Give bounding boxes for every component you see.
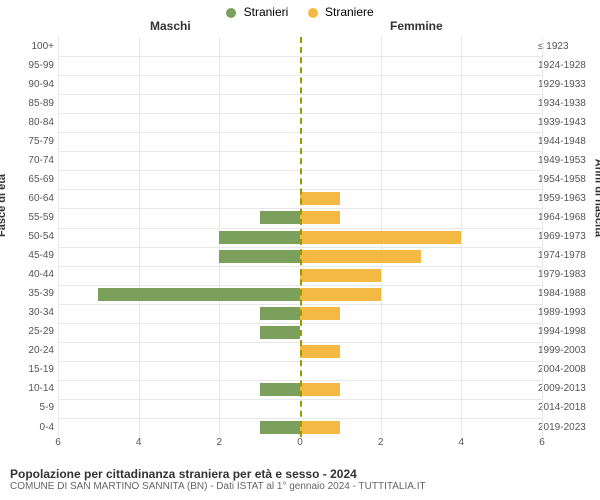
year-tick: 1994-1998	[538, 327, 600, 337]
year-tick: 1969-1973	[538, 232, 600, 242]
age-tick: 40-44	[0, 270, 54, 280]
bar-male	[219, 231, 300, 244]
bar-male	[260, 421, 300, 434]
xaxis: 6 4 2 0 2 4 6	[58, 437, 542, 457]
bar-female	[300, 307, 340, 320]
year-tick: ≤ 1923	[538, 42, 600, 52]
age-tick: 25-29	[0, 327, 54, 337]
bar-female	[300, 383, 340, 396]
age-tick: 95-99	[0, 61, 54, 71]
year-tick: 1924-1928	[538, 61, 600, 71]
footer-subtitle: COMUNE DI SAN MARTINO SANNITA (BN) - Dat…	[10, 481, 590, 492]
bar-female	[300, 192, 340, 205]
age-tick: 80-84	[0, 118, 54, 128]
bar-male	[260, 211, 300, 224]
bar-male	[260, 383, 300, 396]
year-tick: 2014-2018	[538, 403, 600, 413]
xtick: 2	[217, 437, 223, 448]
bar-female	[300, 269, 381, 282]
age-tick: 90-94	[0, 80, 54, 90]
age-tick: 20-24	[0, 346, 54, 356]
plot-area	[58, 37, 542, 437]
age-tick: 85-89	[0, 99, 54, 109]
header-male: Maschi	[150, 19, 191, 33]
legend-male: Stranieri	[226, 5, 288, 19]
age-tick: 45-49	[0, 251, 54, 261]
bar-female	[300, 250, 421, 263]
age-tick: 15-19	[0, 365, 54, 375]
year-tick: 1964-1968	[538, 213, 600, 223]
age-tick: 10-14	[0, 384, 54, 394]
footer-title: Popolazione per cittadinanza straniera p…	[10, 467, 590, 481]
bar-female	[300, 345, 340, 358]
age-tick: 75-79	[0, 137, 54, 147]
bar-male	[260, 326, 300, 339]
age-tick: 30-34	[0, 308, 54, 318]
gridline-v	[139, 37, 140, 437]
bar-female	[300, 421, 340, 434]
legend-female-label: Straniere	[325, 5, 374, 19]
age-tick: 65-69	[0, 175, 54, 185]
legend-dot-male	[226, 8, 236, 18]
age-tick: 55-59	[0, 213, 54, 223]
legend-male-label: Stranieri	[244, 5, 289, 19]
bar-female	[300, 231, 461, 244]
gridline-v	[461, 37, 462, 437]
bar-male	[98, 288, 300, 301]
center-line	[300, 37, 302, 437]
legend-dot-female	[308, 8, 318, 18]
legend-female: Straniere	[308, 5, 374, 19]
footer: Popolazione per cittadinanza straniera p…	[10, 467, 590, 492]
xtick: 0	[297, 437, 303, 448]
xtick: 2	[378, 437, 384, 448]
header-female: Femmine	[390, 19, 443, 33]
bar-female	[300, 211, 340, 224]
yaxis-right: ≤ 1923 1924-1928 1929-1933 1934-1938 1939-19…	[538, 37, 600, 437]
age-tick: 50-54	[0, 232, 54, 242]
year-tick: 1954-1958	[538, 175, 600, 185]
age-tick: 5-9	[0, 403, 54, 413]
age-tick: 100+	[0, 42, 54, 52]
yaxis-left: 100+ 95-99 90-94 85-89 80-84 75-79 70-74 65-69 6…	[0, 37, 54, 437]
bar-male	[260, 307, 300, 320]
age-tick: 70-74	[0, 156, 54, 166]
xtick: 6	[539, 437, 545, 448]
year-tick: 1984-1988	[538, 289, 600, 299]
legend: Stranieri Straniere	[0, 0, 600, 19]
year-tick: 1929-1933	[538, 80, 600, 90]
xtick: 4	[136, 437, 142, 448]
xtick: 4	[459, 437, 465, 448]
age-tick: 0-4	[0, 423, 54, 433]
year-tick: 1934-1938	[538, 99, 600, 109]
year-tick: 1949-1953	[538, 156, 600, 166]
xtick: 6	[55, 437, 61, 448]
year-tick: 1999-2003	[538, 346, 600, 356]
bar-male	[219, 250, 300, 263]
year-tick: 1989-1993	[538, 308, 600, 318]
year-tick: 1959-1963	[538, 194, 600, 204]
year-tick: 2019-2023	[538, 423, 600, 433]
year-tick: 1939-1943	[538, 118, 600, 128]
chart-area: Fasce di età Anni di nascita 100+95-9990…	[0, 37, 600, 457]
gridline-v	[542, 37, 543, 437]
gridline-v	[58, 37, 59, 437]
year-tick: 1944-1948	[538, 137, 600, 147]
header-labels: Maschi Femmine	[0, 19, 600, 37]
age-tick: 60-64	[0, 194, 54, 204]
year-tick: 2004-2008	[538, 365, 600, 375]
year-tick: 2009-2013	[538, 384, 600, 394]
bar-female	[300, 288, 381, 301]
year-tick: 1979-1983	[538, 270, 600, 280]
age-tick: 35-39	[0, 289, 54, 299]
year-tick: 1974-1978	[538, 251, 600, 261]
